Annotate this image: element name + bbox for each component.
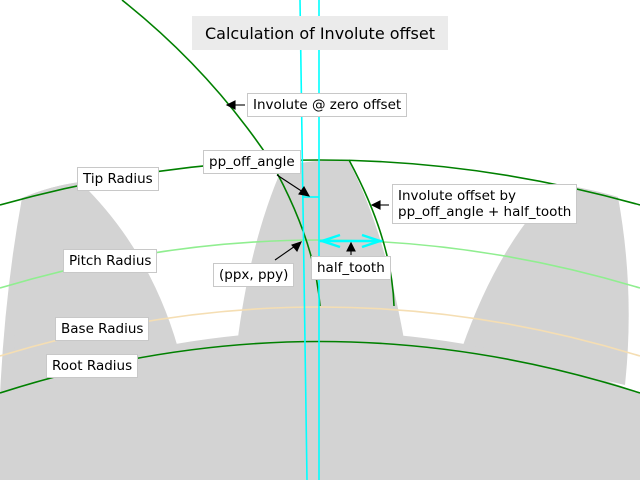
label-half-tooth: half_tooth [311,256,391,280]
label-pitch-radius: Pitch Radius [63,249,158,273]
label-base-radius: Base Radius [55,317,150,341]
label-involute-offset: Involute offset by pp_off_angle + half_t… [392,184,578,224]
involute-offset [348,159,395,307]
label-ppx-ppy: (ppx, ppy) [213,263,295,287]
label-involute-offset-line2: pp_off_angle + half_tooth [398,204,572,220]
diagram-title: Calculation of Involute offset [192,16,448,50]
gear-tooth-center [237,159,405,345]
half-tooth-arrow [318,233,384,249]
label-involute-zero-offset: Involute @ zero offset [247,93,408,117]
gear-body [0,331,640,480]
gear-tooth-right [462,184,629,385]
label-tip-radius: Tip Radius [77,167,159,191]
label-pp-off-angle: pp_off_angle [203,150,301,174]
label-root-radius: Root Radius [46,354,139,378]
annotation-arrows [225,100,389,261]
radial-line-angled [299,0,308,480]
label-involute-offset-line1: Involute offset by [398,188,517,204]
